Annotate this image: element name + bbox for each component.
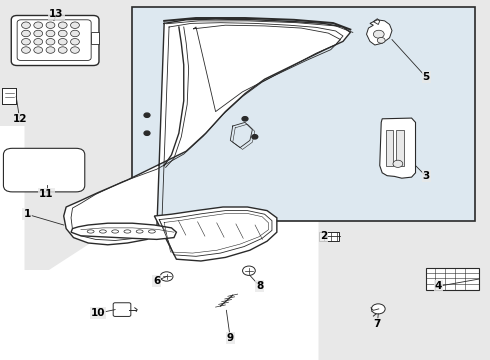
Polygon shape: [0, 126, 318, 360]
Bar: [132, 7, 475, 221]
Circle shape: [34, 22, 43, 28]
Circle shape: [34, 30, 43, 37]
Text: 10: 10: [91, 308, 105, 318]
Text: 7: 7: [373, 319, 381, 329]
Circle shape: [144, 131, 150, 135]
Circle shape: [58, 39, 67, 45]
Circle shape: [393, 160, 403, 167]
Circle shape: [34, 47, 43, 53]
Polygon shape: [71, 223, 176, 239]
Circle shape: [34, 39, 43, 45]
FancyBboxPatch shape: [17, 20, 91, 60]
Polygon shape: [154, 207, 277, 261]
Circle shape: [71, 22, 79, 28]
Polygon shape: [64, 19, 350, 245]
Text: 2: 2: [320, 231, 327, 241]
Polygon shape: [367, 20, 392, 45]
Polygon shape: [380, 118, 416, 178]
Text: 3: 3: [423, 171, 430, 181]
Circle shape: [160, 272, 173, 281]
Circle shape: [377, 37, 385, 43]
Circle shape: [46, 47, 55, 53]
Bar: [2, 88, 16, 104]
FancyBboxPatch shape: [113, 303, 131, 316]
FancyBboxPatch shape: [3, 148, 85, 192]
Bar: [426, 268, 479, 290]
Text: 1: 1: [24, 209, 30, 219]
Text: 4: 4: [435, 281, 442, 291]
Circle shape: [46, 39, 55, 45]
Bar: [91, 32, 99, 44]
Circle shape: [373, 30, 384, 38]
Circle shape: [144, 113, 150, 117]
Text: 8: 8: [256, 281, 263, 291]
Circle shape: [243, 266, 255, 275]
Text: 5: 5: [423, 72, 430, 82]
Circle shape: [22, 39, 30, 45]
Circle shape: [22, 47, 30, 53]
Circle shape: [46, 30, 55, 37]
Circle shape: [71, 39, 79, 45]
Circle shape: [22, 22, 30, 28]
Circle shape: [46, 22, 55, 28]
Circle shape: [71, 47, 79, 53]
Text: 9: 9: [227, 333, 234, 343]
Circle shape: [58, 47, 67, 53]
Bar: [396, 130, 404, 166]
Circle shape: [71, 30, 79, 37]
Circle shape: [58, 30, 67, 37]
Bar: [386, 130, 393, 166]
FancyBboxPatch shape: [11, 15, 99, 66]
Text: 12: 12: [12, 114, 27, 124]
Circle shape: [58, 22, 67, 28]
Circle shape: [242, 117, 248, 121]
Circle shape: [252, 135, 258, 139]
Text: 6: 6: [153, 276, 160, 286]
Circle shape: [22, 30, 30, 37]
Circle shape: [371, 304, 385, 314]
Text: 11: 11: [39, 189, 54, 199]
Bar: [318, 232, 339, 241]
Text: 13: 13: [49, 9, 64, 19]
